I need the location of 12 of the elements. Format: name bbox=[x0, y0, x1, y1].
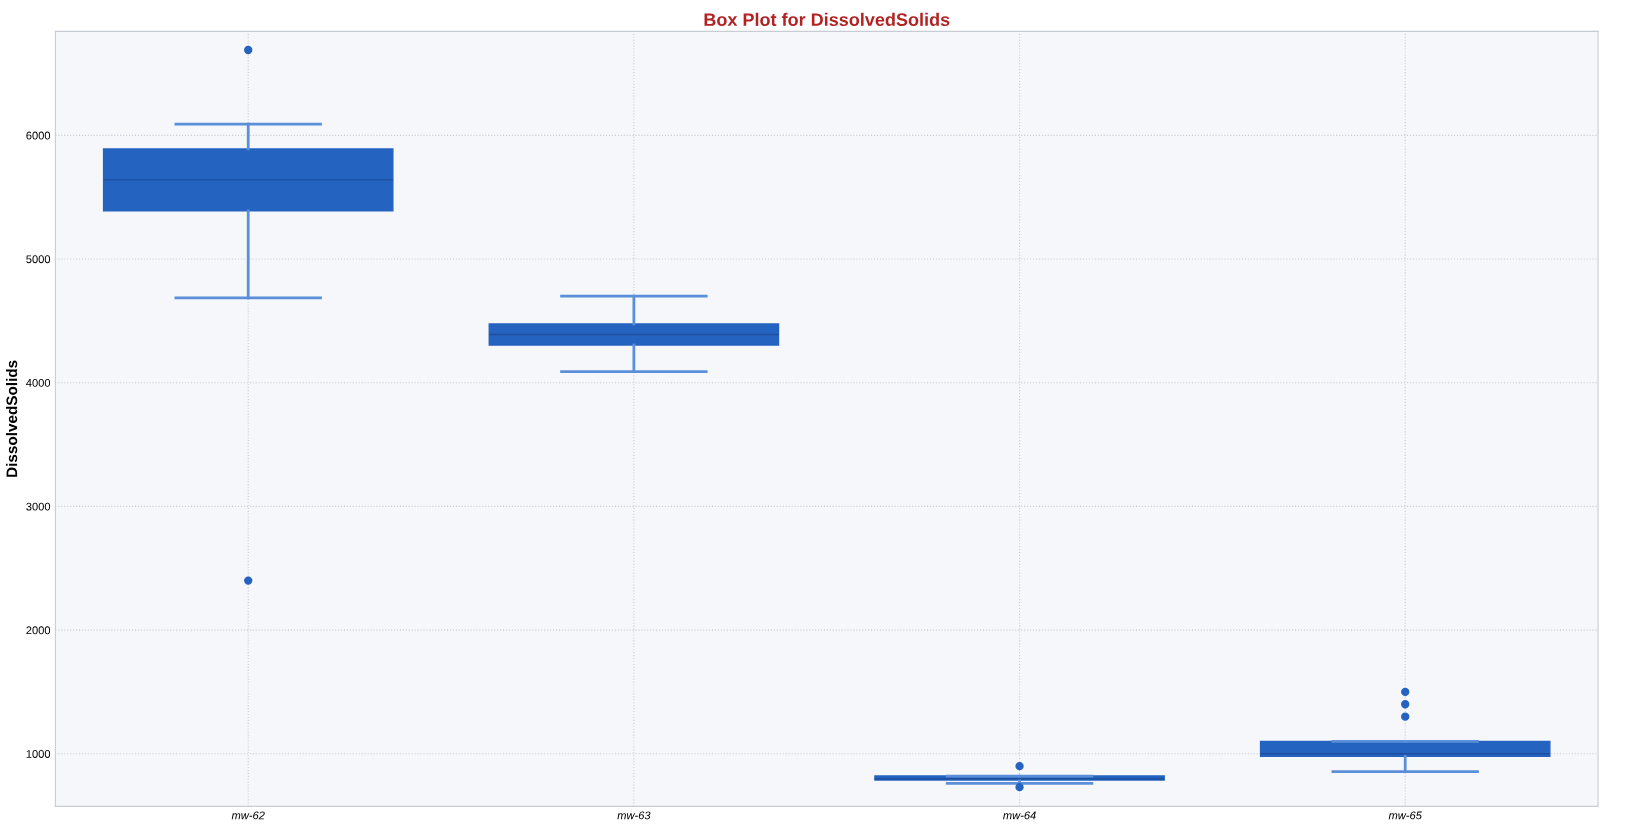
x-tick-label: mw-63 bbox=[617, 811, 651, 820]
y-axis-title: DissolvedSolids bbox=[6, 360, 18, 477]
chart-title: Box Plot for DissolvedSolids bbox=[704, 12, 950, 27]
y-tick-label: 3000 bbox=[26, 502, 51, 511]
x-tick-label: mw-62 bbox=[231, 811, 265, 820]
y-tick-label: 1000 bbox=[26, 750, 51, 758]
y-tick-label: 4000 bbox=[26, 378, 51, 387]
y-tick-label: 5000 bbox=[26, 255, 51, 264]
x-tick-label: mw-64 bbox=[1003, 811, 1036, 820]
y-tick-label: 6000 bbox=[26, 131, 51, 140]
y-tick-label: 2000 bbox=[26, 626, 51, 635]
x-tick-label: mw-65 bbox=[1388, 811, 1422, 820]
